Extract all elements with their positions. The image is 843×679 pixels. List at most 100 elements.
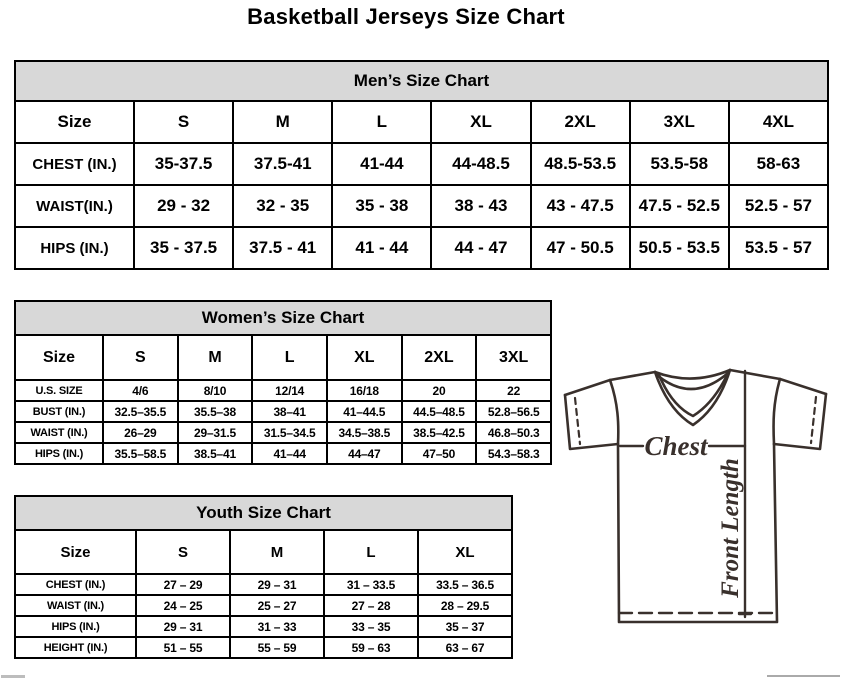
women-value-cell: 4/6	[102, 379, 179, 402]
men-value-cell: 48.5-53.5	[529, 142, 631, 186]
womens-size-table: Women’s Size Chart Size S M L XL 2XL 3XL U.S. SI…	[14, 300, 552, 465]
men-value-cell: 41-44	[331, 142, 433, 186]
women-row-label: BUST (IN.)	[14, 400, 104, 423]
youth-value-cell: 29 – 31	[229, 573, 325, 596]
youth-value-cell: 31 – 33.5	[323, 573, 419, 596]
men-value-cell: 35 - 37.5	[132, 226, 235, 270]
women-value-cell: 47–50	[400, 442, 478, 465]
youth-value-cell: 33.5 – 36.5	[417, 573, 513, 596]
women-column-header: 2XL	[400, 334, 478, 381]
men-column-header: 4XL	[727, 100, 830, 144]
women-value-cell: 41–44	[251, 442, 328, 465]
page-title: Basketball Jerseys Size Chart	[247, 4, 565, 29]
youth-value-cell: 33 – 35	[323, 615, 419, 638]
men-column-header: 2XL	[529, 100, 631, 144]
youth-row-label: HEIGHT (IN.)	[14, 636, 137, 659]
women-value-cell: 16/18	[325, 379, 403, 402]
men-value-cell: 37.5 - 41	[232, 226, 334, 270]
youth-table-row: HEIGHT (IN.) 51 – 55 55 – 59 59 – 63 63 – 67	[14, 636, 513, 659]
women-value-cell: 54.3–58.3	[475, 442, 552, 465]
youth-row-label: HIPS (IN.)	[14, 615, 137, 638]
youth-table-row: CHEST (IN.) 27 – 29 29 – 31 31 – 33.5 33.5 –…	[14, 573, 513, 596]
youth-column-header: M	[229, 529, 325, 575]
men-table-row: HIPS (IN.) 35 - 37.5 37.5 - 41 41 - 44 44 - …	[14, 226, 830, 270]
scrollbar-fragment-right[interactable]	[767, 675, 840, 677]
youth-value-cell: 27 – 29	[135, 573, 231, 596]
youth-size-table: Youth Size Chart Size S M L XL CHEST (IN.) 27 –…	[14, 495, 513, 659]
women-column-header: 3XL	[475, 334, 552, 381]
women-chart-title: Women’s Size Chart	[14, 300, 552, 336]
men-value-cell: 44 - 47	[430, 226, 532, 270]
women-value-cell: 34.5–38.5	[325, 421, 403, 444]
youth-table-row: HIPS (IN.) 29 – 31 31 – 33 33 – 35 35 – 37	[14, 615, 513, 638]
youth-value-cell: 59 – 63	[323, 636, 419, 659]
women-value-cell: 35.5–38	[176, 400, 254, 423]
youth-value-cell: 31 – 33	[229, 615, 325, 638]
women-table-row: U.S. SIZE 4/6 8/10 12/14 16/18 20 22	[14, 379, 552, 402]
women-value-cell: 26–29	[102, 421, 179, 444]
women-value-cell: 44–47	[325, 442, 403, 465]
scrollbar-fragment-left[interactable]	[1, 675, 25, 678]
front-length-label: Front Length	[717, 458, 744, 599]
youth-value-cell: 25 – 27	[229, 594, 325, 617]
youth-value-cell: 27 – 28	[323, 594, 419, 617]
youth-value-cell: 51 – 55	[135, 636, 231, 659]
men-value-cell: 52.5 - 57	[727, 184, 830, 228]
women-row-label: WAIST (IN.)	[14, 421, 104, 444]
youth-value-cell: 24 – 25	[135, 594, 231, 617]
women-table-row: HIPS (IN.) 35.5–58.5 38.5–41 41–44 44–47 47–5…	[14, 442, 552, 465]
youth-value-cell: 29 – 31	[135, 615, 231, 638]
women-value-cell: 41–44.5	[325, 400, 403, 423]
youth-row-label: CHEST (IN.)	[14, 573, 137, 596]
women-value-cell: 35.5–58.5	[102, 442, 179, 465]
women-column-header: XL	[325, 334, 403, 381]
men-row-label: CHEST (IN.)	[14, 142, 135, 186]
women-value-cell: 44.5–48.5	[400, 400, 478, 423]
women-value-cell: 52.8–56.5	[475, 400, 552, 423]
men-value-cell: 53.5 - 57	[727, 226, 830, 270]
men-chart-title: Men’s Size Chart	[14, 60, 829, 102]
youth-table-row: WAIST (IN.) 24 – 25 25 – 27 27 – 28 28 – 29.…	[14, 594, 513, 617]
men-size-label: Size	[14, 100, 135, 144]
men-value-cell: 58-63	[727, 142, 830, 186]
men-value-cell: 41 - 44	[331, 226, 433, 270]
men-value-cell: 44-48.5	[430, 142, 532, 186]
men-value-cell: 53.5-58	[628, 142, 730, 186]
youth-value-cell: 63 – 67	[417, 636, 513, 659]
men-value-cell: 38 - 43	[430, 184, 532, 228]
women-column-header: L	[251, 334, 328, 381]
women-value-cell: 38.5–42.5	[400, 421, 478, 444]
women-row-label: HIPS (IN.)	[14, 442, 104, 465]
men-column-header: 3XL	[628, 100, 730, 144]
women-value-cell: 20	[400, 379, 478, 402]
women-value-cell: 46.8–50.3	[475, 421, 552, 444]
jersey-measurement-diagram: Chest Front Length	[563, 368, 828, 624]
youth-value-cell: 55 – 59	[229, 636, 325, 659]
men-row-label: HIPS (IN.)	[14, 226, 135, 270]
men-table-row: CHEST (IN.) 35-37.5 37.5-41 41-44 44-48.5 48.…	[14, 142, 830, 186]
men-value-cell: 50.5 - 53.5	[628, 226, 730, 270]
youth-value-cell: 28 – 29.5	[417, 594, 513, 617]
women-value-cell: 8/10	[176, 379, 254, 402]
women-value-cell: 32.5–35.5	[102, 400, 179, 423]
jersey-outline-icon	[563, 368, 828, 624]
youth-size-label: Size	[14, 529, 137, 575]
men-value-cell: 29 - 32	[132, 184, 235, 228]
women-value-cell: 38–41	[251, 400, 328, 423]
men-value-cell: 43 - 47.5	[529, 184, 631, 228]
youth-column-header: S	[135, 529, 231, 575]
youth-column-header: XL	[417, 529, 513, 575]
men-column-header: XL	[430, 100, 532, 144]
men-value-cell: 47 - 50.5	[529, 226, 631, 270]
women-size-label: Size	[14, 334, 104, 381]
men-value-cell: 47.5 - 52.5	[628, 184, 730, 228]
men-value-cell: 35 - 38	[331, 184, 433, 228]
youth-row-label: WAIST (IN.)	[14, 594, 137, 617]
chest-label: Chest	[644, 431, 709, 461]
women-value-cell: 29–31.5	[176, 421, 254, 444]
men-value-cell: 35-37.5	[132, 142, 235, 186]
women-table-row: WAIST (IN.) 26–29 29–31.5 31.5–34.5 34.5–38.…	[14, 421, 552, 444]
women-value-cell: 12/14	[251, 379, 328, 402]
women-value-cell: 22	[475, 379, 552, 402]
women-value-cell: 38.5–41	[176, 442, 254, 465]
